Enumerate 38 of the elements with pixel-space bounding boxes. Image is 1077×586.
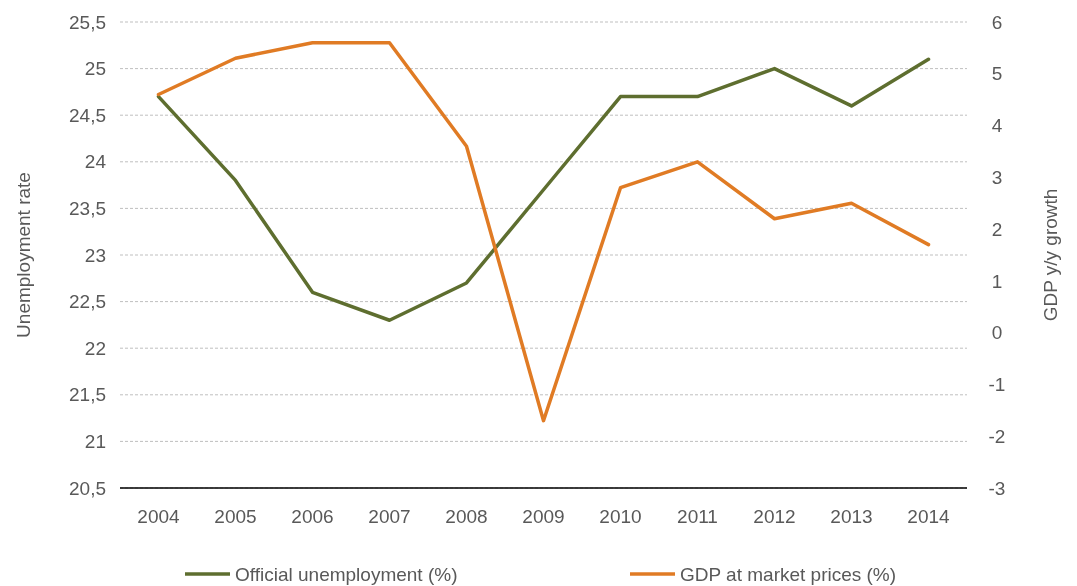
x-tick-label: 2006	[291, 506, 334, 527]
y-tick-label: 24,5	[69, 104, 106, 126]
y-tick-label: 24	[84, 151, 107, 173]
x-tick-label: 2012	[753, 506, 796, 527]
y2-tick-label: 4	[991, 115, 1003, 137]
y-tick-label: 23	[84, 244, 106, 266]
x-tick-label: 2005	[214, 506, 257, 527]
legend-label: Official unemployment (%)	[235, 563, 458, 585]
y2-tick-label: 5	[991, 63, 1003, 85]
line-series	[156, 40, 931, 423]
x-tick-label: 2004	[137, 506, 181, 527]
y2-tick-label: -2	[988, 425, 1006, 447]
y2-tick-label: 2	[991, 218, 1003, 240]
x-tick-label: 2010	[599, 506, 642, 527]
x-tick-label: 2014	[907, 506, 951, 527]
y-tick-label: 21	[84, 431, 106, 453]
y2-axis-title: GDP y/y growth	[1040, 188, 1061, 322]
x-tick-label: 2009	[522, 506, 565, 527]
y-tick-label: 25,5	[69, 11, 106, 33]
x-tick-label: 2007	[368, 506, 411, 527]
y2-tick-label: 1	[991, 270, 1003, 292]
y-tick-label: 22,5	[69, 291, 106, 313]
y2-tick-label: 6	[991, 11, 1003, 33]
y-tick-label: 22	[84, 337, 106, 359]
y-axis-title: Unemployment rate	[13, 172, 34, 338]
y-tick-label: 23,5	[69, 198, 106, 220]
y2-tick-label: 3	[991, 166, 1003, 188]
y-tick-label: 20,5	[69, 477, 106, 499]
x-tick-label: 2008	[445, 506, 488, 527]
line-series	[156, 57, 931, 322]
y2-tick-label: 0	[991, 322, 1003, 344]
x-tick-label: 2011	[677, 506, 718, 527]
y-tick-label: 21,5	[69, 384, 106, 406]
legend-label: GDP at market prices (%)	[680, 563, 897, 585]
x-tick-label: 2013	[830, 506, 873, 527]
y2-tick-label: -3	[988, 477, 1006, 499]
y-tick-label: 25	[84, 58, 106, 80]
y2-tick-label: -1	[988, 374, 1006, 396]
